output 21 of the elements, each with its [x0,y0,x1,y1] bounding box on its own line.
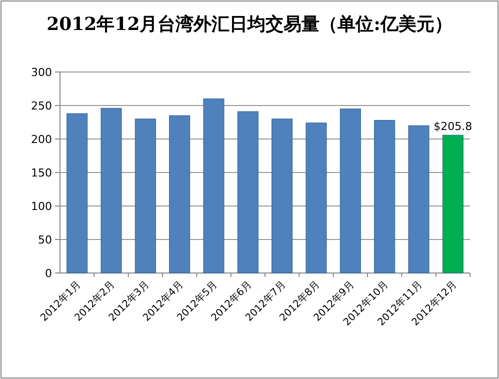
bar [408,125,430,274]
chart-title: 2012年12月台湾外汇日均交易量（单位:亿美元） [46,14,452,35]
bar [340,108,361,274]
bar [169,115,190,274]
bar [66,113,88,274]
y-tick-label: 250 [31,100,52,112]
bar [100,108,122,274]
bar [134,118,156,274]
y-tick-label: 50 [38,234,52,246]
bar [374,120,396,274]
bar [237,111,258,274]
y-tick-label: 200 [31,133,52,146]
bar [203,98,224,274]
y-tick-label: 100 [31,200,52,213]
bar [272,118,293,274]
data-label: $205.8 [434,120,472,134]
y-tick-label: 300 [31,66,52,79]
y-tick-label: 150 [31,166,52,180]
bar [306,122,327,274]
bar [442,134,464,274]
y-tick-label: 0 [45,267,52,280]
